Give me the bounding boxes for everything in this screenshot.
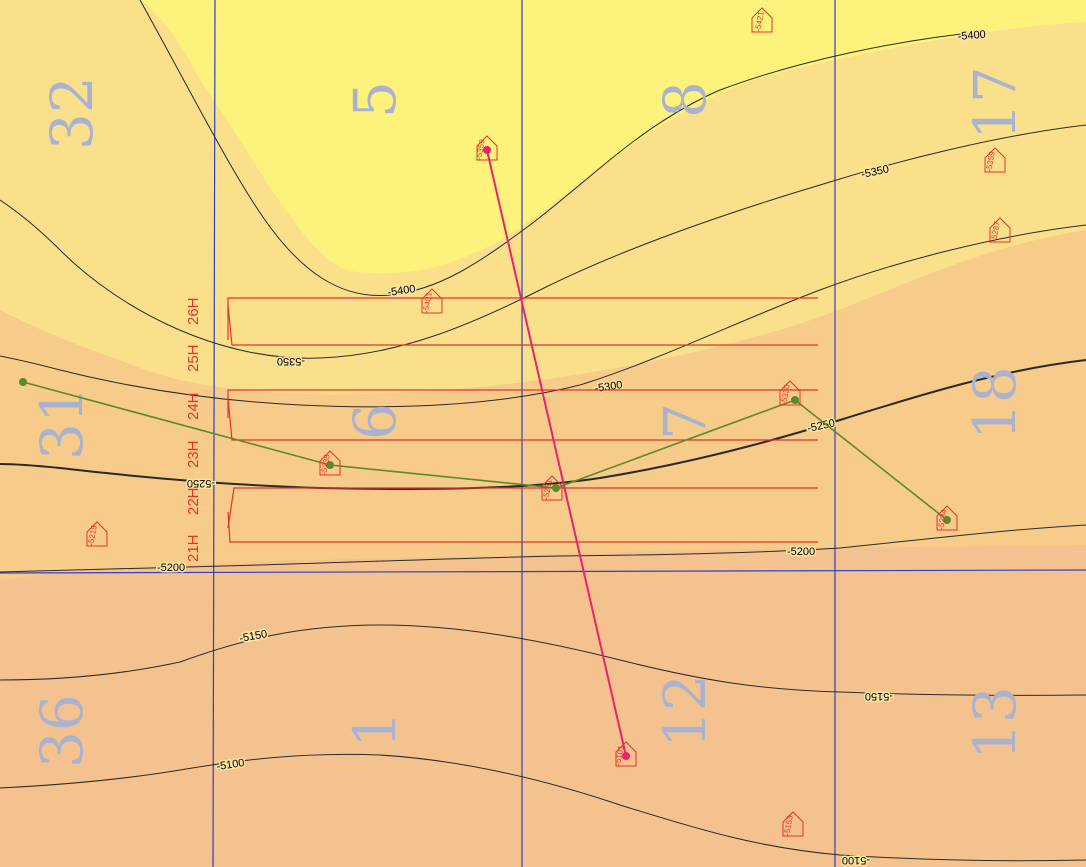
lateral-label-22H: 22H (185, 487, 202, 515)
well-marker: -5359 (474, 135, 498, 161)
contour-5150 (0, 624, 1086, 696)
section-number-1: 1 (341, 711, 409, 748)
well-diamond-icon (476, 135, 498, 161)
contour-label: -5400 (387, 283, 417, 299)
lateral-wellbores (227, 297, 818, 543)
contour-label: -5350 (277, 355, 305, 367)
well-diamond-icon (984, 147, 1006, 173)
section-line-horizontal (0, 569, 1086, 574)
cross-section-point (943, 516, 951, 524)
lateral-label-26H: 26H (185, 297, 202, 325)
well-marker: -5215 (86, 521, 108, 547)
contour-label: -5400 (957, 29, 986, 43)
section-number-12: 12 (651, 674, 719, 748)
well-marker: -5421 (751, 7, 773, 33)
well-marker: -5234 (936, 505, 958, 531)
well-marker: -5281 (541, 475, 563, 501)
section-number-36: 36 (28, 694, 96, 768)
well-label: -5421 (753, 10, 766, 32)
lateral-23H (227, 397, 818, 441)
cross-section-point (19, 378, 27, 386)
well-diamond-icon (989, 217, 1011, 243)
contour-label: -5100 (842, 854, 870, 866)
contour-label: -5100 (216, 757, 246, 773)
lateral-label-23H: 23H (185, 440, 202, 468)
cross-section-point (552, 484, 560, 492)
contour-5350 (0, 124, 1086, 359)
band-deep (140, 0, 1086, 274)
section-numbers: 32 5 8 17 31 6 7 18 36 1 12 13 (28, 66, 1029, 768)
well-marker: -5359 (984, 147, 1006, 173)
lateral-25H (227, 304, 818, 346)
well-diamond-icon (782, 811, 804, 837)
well-label: -5401 (421, 291, 434, 313)
section-number-5: 5 (341, 81, 409, 118)
contour-5200 (0, 524, 1086, 573)
well-marker: -5235 (319, 450, 341, 476)
lateral-labels: 26H 25H 24H 23H 22H 21H (185, 297, 202, 562)
section-number-8: 8 (651, 81, 719, 118)
cross-section-point (622, 752, 630, 760)
well-marker: -5153 (782, 811, 804, 837)
contour-label: -5250 (187, 477, 215, 489)
lateral-21H (227, 511, 818, 543)
band-shallowest (0, 545, 1086, 867)
contour-label: -5150 (865, 690, 893, 702)
well-diamond-icon (615, 741, 637, 767)
lateral-label-25H: 25H (185, 344, 202, 372)
contour-5300 (0, 224, 1086, 408)
lateral-24H (227, 389, 818, 418)
well-marker: -5330 (779, 380, 801, 406)
cross-section-point (326, 461, 334, 469)
well-label: -5153 (782, 814, 795, 836)
well-marker: -5287 (989, 217, 1011, 243)
cross-section-line-a (486, 149, 627, 757)
well-diamond-icon (936, 505, 958, 531)
well-label: -5215 (86, 524, 99, 546)
well-diamond-icon (319, 450, 341, 476)
well-label: -5359 (474, 138, 487, 160)
well-label: -5234 (936, 508, 949, 530)
section-number-6: 6 (341, 403, 409, 440)
well-label: -5101 (613, 744, 626, 766)
well-label: -5281 (541, 478, 554, 500)
well-label: -5235 (319, 453, 332, 475)
contour-5400-north (139, 0, 981, 297)
well-marker: -5101 (613, 741, 637, 767)
contour-label: -5200 (787, 546, 815, 558)
contour-label: -5200 (157, 562, 185, 574)
section-number-17: 17 (961, 66, 1029, 140)
section-number-18: 18 (961, 366, 1029, 440)
lateral-22H (227, 487, 818, 529)
control-wells: -5421 -5359 -5359 -5287 -5401 -5330 -523… (86, 7, 1011, 837)
cross-section-point (483, 146, 491, 154)
well-diamond-icon (751, 7, 773, 33)
well-diamond-icon (541, 475, 563, 501)
section-number-13: 13 (961, 686, 1029, 760)
lateral-label-21H: 21H (185, 534, 202, 562)
well-diamond-icon (421, 288, 443, 314)
cross-section-point (791, 396, 799, 404)
well-label: -5330 (779, 383, 792, 405)
well-label: -5359 (984, 150, 997, 172)
contour-label: -5300 (594, 379, 624, 395)
well-diamond-icon (86, 521, 108, 547)
well-diamond-icon (779, 380, 801, 406)
section-number-31: 31 (28, 386, 96, 460)
section-number-7: 7 (651, 403, 719, 440)
well-label: -5287 (989, 220, 1002, 242)
lateral-label-24H: 24H (185, 392, 202, 420)
lateral-26H (227, 297, 818, 340)
contour-5100 (0, 753, 1086, 862)
cross-sections (19, 146, 951, 760)
contour-labels: -5400 -5400 -5350 -5350 -5300 -5250 -525… (156, 27, 988, 867)
well-marker: -5401 (421, 288, 443, 314)
contour-5250 (0, 359, 1086, 490)
section-number-32: 32 (38, 76, 106, 150)
